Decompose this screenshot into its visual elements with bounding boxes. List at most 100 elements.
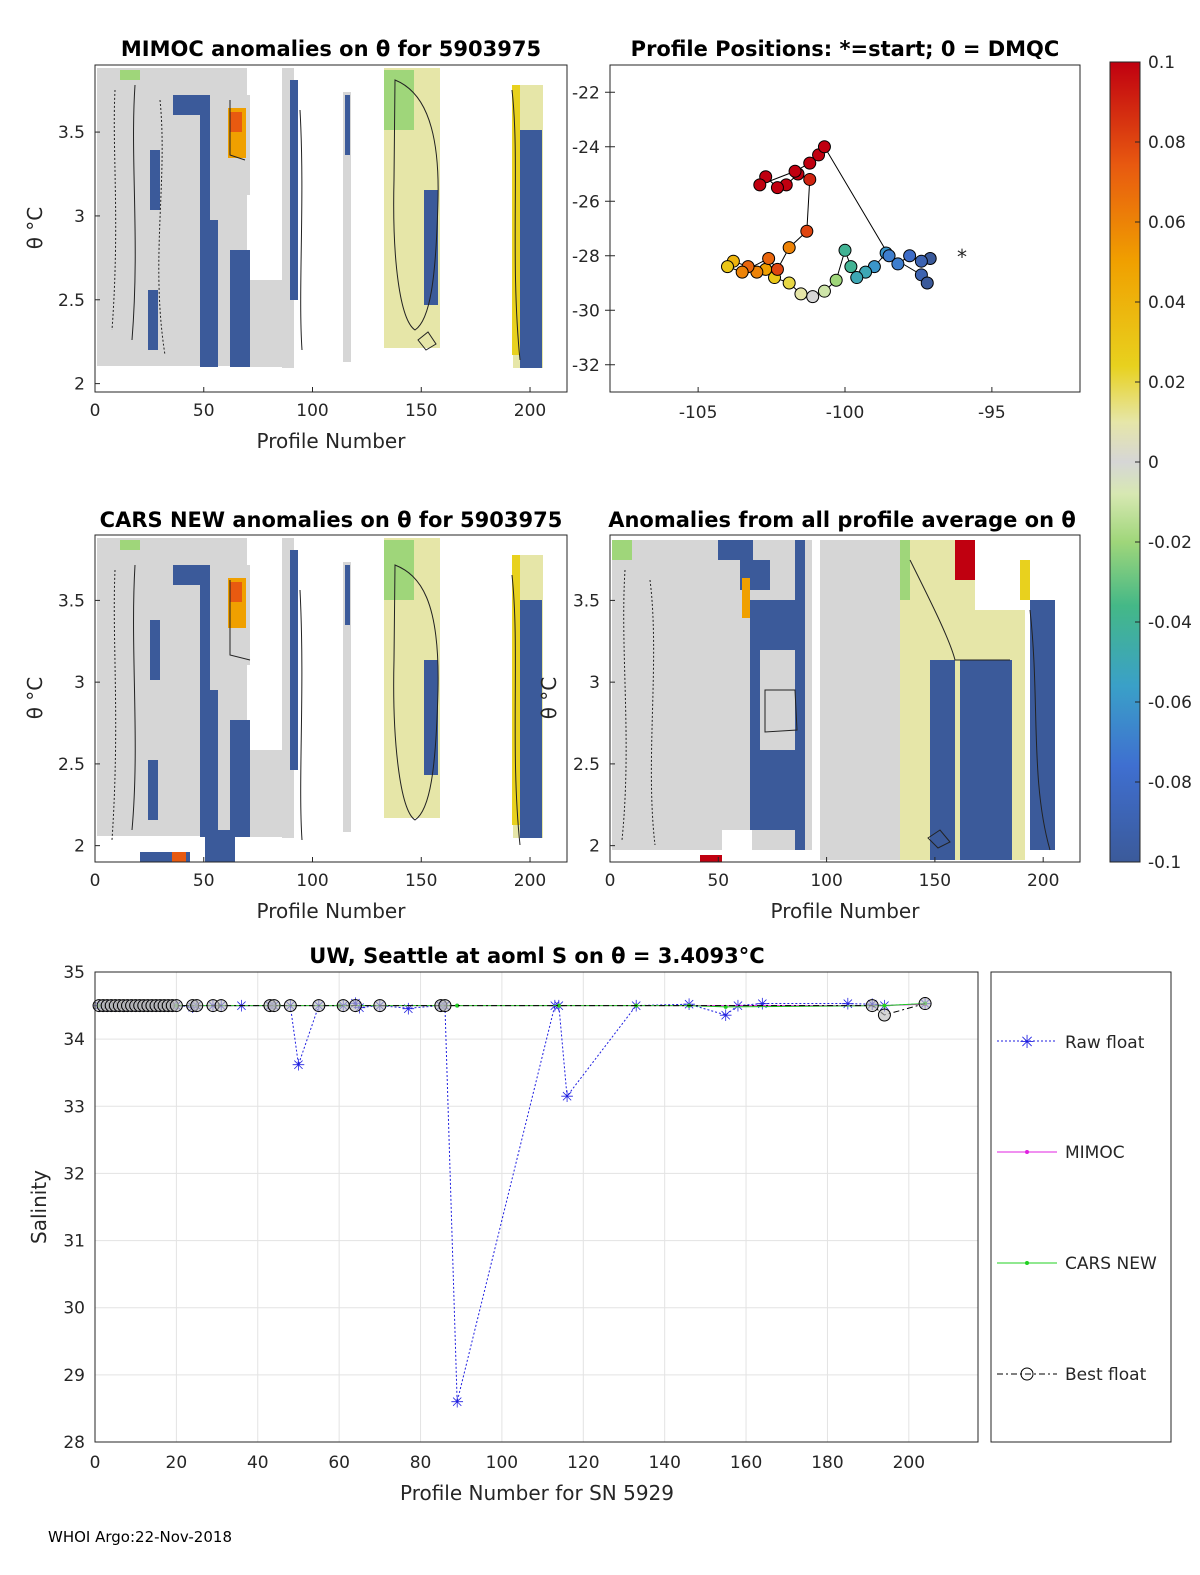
position-point (782, 241, 796, 255)
climatology-point (455, 1003, 460, 1008)
profile-average-anomaly-panel: Anomalies from all profile average on θ … (537, 508, 1081, 923)
heat-cell (955, 540, 975, 580)
y-tick-label: 2 (74, 375, 85, 395)
heat-cell (200, 690, 218, 837)
heat-cell (424, 660, 438, 775)
y-tick-label: 30 (63, 1299, 85, 1319)
heat-cell (1030, 600, 1055, 850)
position-point (806, 290, 820, 304)
y-tick-label: -26 (572, 192, 600, 212)
colorbar-tick-label: 0.02 (1148, 373, 1186, 393)
cars-anomaly-panel: CARS NEW anomalies on θ for 5903975 0 50 1… (23, 508, 568, 923)
positions-panel-title: Profile Positions: *=start; 0 = DMQC (631, 37, 1060, 61)
x-tick-label: -105 (679, 403, 718, 423)
heat-cell (230, 582, 242, 602)
salinity-plot-area (95, 972, 978, 1442)
salinity-x-label: Profile Number for SN 5929 (400, 1481, 674, 1505)
average-panel-title: Anomalies from all profile average on θ (608, 508, 1076, 532)
cars-y-label: θ °C (23, 677, 47, 720)
heat-cell (173, 565, 201, 585)
position-point (794, 287, 808, 301)
best-float-point (267, 999, 281, 1013)
heat-cell (290, 550, 298, 770)
heat-cell (148, 760, 158, 820)
x-tick-label: 0 (605, 871, 616, 891)
y-tick-label: 29 (63, 1366, 85, 1386)
heat-cell (795, 540, 805, 850)
heat-cell (172, 852, 186, 862)
average-x-ticks: 0 50 100 150 200 (605, 857, 1059, 891)
position-point (817, 284, 831, 298)
legend-raw-marker: ✳ (1019, 1032, 1034, 1053)
heat-cell (722, 830, 752, 862)
x-tick-label: 0 (90, 1453, 101, 1473)
climatology-point (882, 1003, 887, 1008)
x-tick-label: -100 (826, 403, 865, 423)
positions-axes-box (609, 64, 1081, 393)
legend-cars-label: CARS NEW (1065, 1254, 1157, 1274)
cars-contours (111, 564, 521, 846)
heat-cell (520, 130, 542, 368)
legend-entry-raw: ✳ Raw float (997, 1032, 1145, 1053)
positions-markers (721, 140, 937, 304)
cars-axes-box (94, 534, 568, 863)
salinity-panel: UW, Seattle at aoml S on θ = 3.4093°C ✳✳… (27, 944, 1172, 1505)
x-tick-label: 200 (514, 871, 546, 891)
positions-y-ticks: -22 -24 -26 -28 -30 -32 (572, 83, 615, 376)
salinity-axes-box (94, 971, 979, 1443)
y-tick-label: 3 (74, 673, 85, 693)
raw-float-point: ✳ (560, 1087, 573, 1106)
position-point (903, 249, 917, 263)
raw-float-point: ✳ (292, 1056, 305, 1075)
y-tick-label: -30 (572, 301, 600, 321)
legend-mimoc-marker (1025, 1150, 1029, 1154)
y-tick-label: 35 (63, 963, 85, 983)
x-tick-label: 0 (90, 401, 101, 421)
best-float-point (348, 999, 362, 1013)
legend-mimoc-label: MIMOC (1065, 1143, 1125, 1163)
best-float-point (438, 999, 452, 1013)
best-float-point (214, 999, 228, 1013)
salinity-legend: ✳ Raw float MIMOC CARS NEW Best float (990, 971, 1172, 1443)
heat-cell (960, 660, 1012, 860)
legend-entry-best: Best float (997, 1365, 1147, 1385)
position-point (782, 276, 796, 290)
heat-cell (742, 578, 750, 618)
position-point (735, 265, 749, 279)
x-tick-label: 100 (296, 871, 328, 891)
average-y-label: θ °C (537, 677, 561, 720)
x-tick-label: 200 (1027, 871, 1059, 891)
colorbar-tick-label: -0.08 (1148, 773, 1192, 793)
heat-cell (345, 565, 350, 625)
x-tick-label: 100 (486, 1453, 518, 1473)
legend-raw-label: Raw float (1065, 1033, 1145, 1053)
colorbar-tick-label: -0.04 (1148, 613, 1192, 633)
profile-positions-panel: Profile Positions: *=start; 0 = DMQC * -… (572, 37, 1081, 423)
average-y-ticks: 2 2.5 3 3.5 (573, 591, 615, 857)
heat-cell (512, 555, 520, 825)
mimoc-heat-blocks (97, 68, 543, 368)
x-tick-label: 140 (648, 1453, 680, 1473)
mimoc-anomaly-panel: MIMOC anomalies on θ for 5903975 0 50 100 1… (23, 37, 568, 453)
position-point (770, 181, 784, 195)
position-point (920, 276, 934, 290)
position-point (891, 257, 905, 271)
x-tick-label: 120 (567, 1453, 599, 1473)
raw-float-point: ✳ (402, 999, 415, 1018)
heat-cell (150, 150, 160, 210)
x-tick-label: 80 (410, 1453, 432, 1473)
best-float-point (918, 997, 932, 1011)
x-tick-label: 40 (247, 1453, 269, 1473)
mimoc-axes-box (94, 64, 568, 393)
best-float-point (877, 1008, 891, 1022)
position-point (817, 140, 831, 154)
salinity-x-ticks: 0 20 40 60 80 100 120 140 160 180 200 (90, 1453, 925, 1473)
position-point (803, 172, 817, 186)
mimoc-x-label: Profile Number (257, 429, 407, 453)
y-tick-label: 28 (63, 1433, 85, 1453)
x-tick-label: 50 (707, 871, 729, 891)
best-float-point (865, 999, 879, 1013)
y-tick-label: -28 (572, 247, 600, 267)
raw-float-point: ✳ (841, 995, 854, 1014)
